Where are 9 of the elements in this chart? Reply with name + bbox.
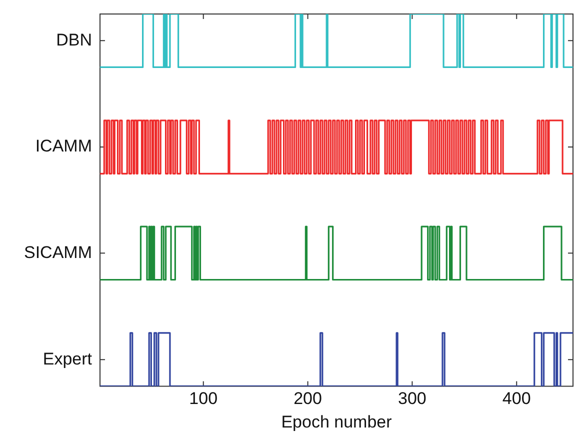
x-axis-title: Epoch number bbox=[281, 412, 392, 432]
series-label: DBN bbox=[56, 30, 92, 50]
x-tick-label: 100 bbox=[189, 389, 218, 408]
series-label: Expert bbox=[42, 349, 92, 368]
x-tick-label: 300 bbox=[398, 389, 426, 408]
series-label: SICAMM bbox=[24, 242, 92, 262]
x-tick-label: 400 bbox=[502, 389, 531, 408]
series-label: ICAMM bbox=[35, 136, 92, 156]
x-tick-label: 200 bbox=[294, 389, 322, 408]
